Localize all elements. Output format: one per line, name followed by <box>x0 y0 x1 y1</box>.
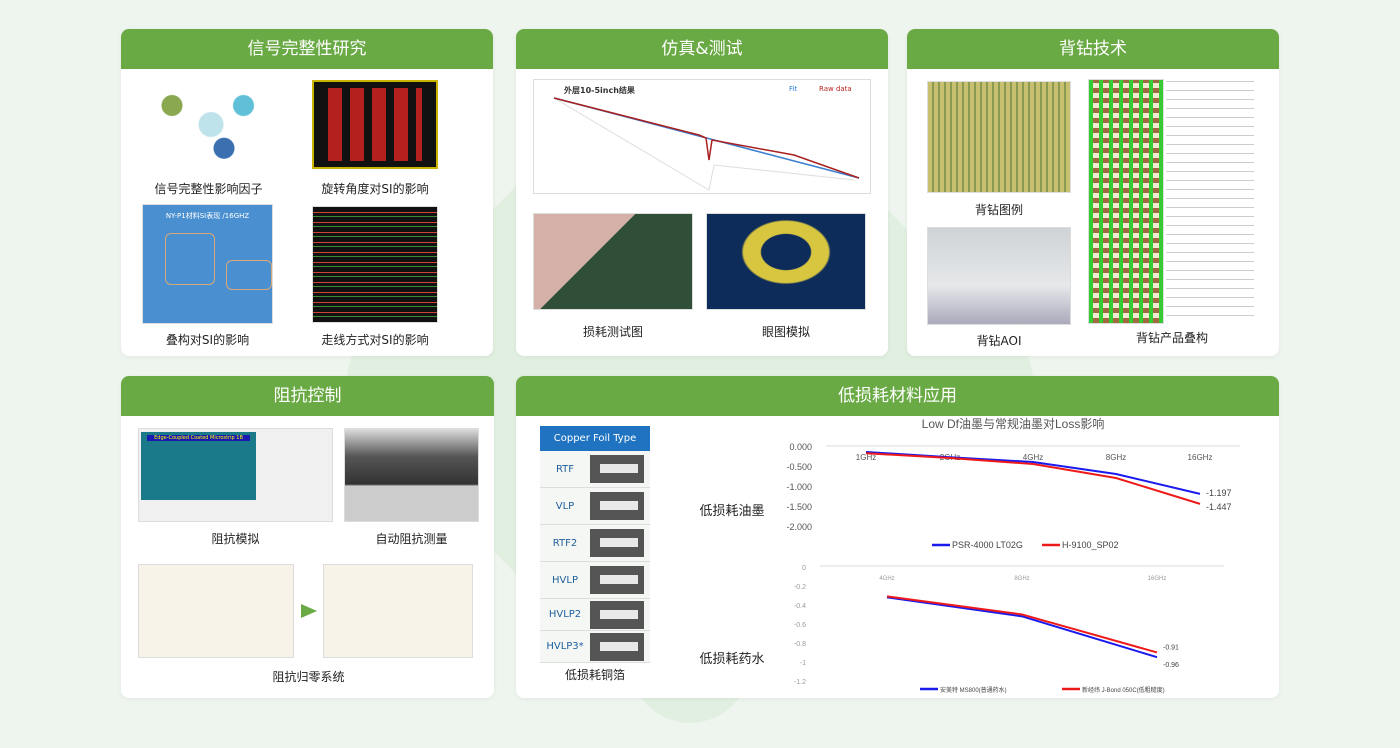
card-title: 背钻技术 <box>907 29 1279 69</box>
legend-label: 新经纬 J-Bond 050C(低粗糙度) <box>1082 686 1165 694</box>
legend-label: H-9100_SP02 <box>1062 540 1119 550</box>
foil-image <box>590 492 644 520</box>
caption: 阻抗模拟 <box>211 532 260 546</box>
foil-image <box>590 455 644 483</box>
x-tick: 8GHz <box>1014 576 1029 582</box>
y-tick: -0.2 <box>794 584 806 591</box>
y-tick: -1.500 <box>786 502 812 512</box>
chart-title: NY-P1材料SI表现 /16GHZ <box>165 212 250 220</box>
x-tick: 4GHz <box>879 576 894 582</box>
sim-title: Edge-Coupled Coated Microstrip 1B <box>147 435 250 441</box>
legend-label: PSR-4000 LT02G <box>952 540 1023 550</box>
end-label: -0.96 <box>1163 662 1179 669</box>
y-tick: -1.2 <box>794 679 806 686</box>
y-tick: -0.8 <box>794 641 806 648</box>
y-tick: 0 <box>802 565 806 572</box>
caption-ink: 低损耗油墨 <box>699 504 765 519</box>
x-tick: 8GHz <box>1106 453 1126 462</box>
card-title: 仿真&测试 <box>516 29 888 69</box>
end-label: -1.197 <box>1206 488 1232 498</box>
loss-test-image <box>533 213 693 310</box>
card-backdrill: 背钻技术 背钻图例 背钻AOI 背钻产品叠构 <box>907 29 1279 356</box>
chart-title: Low Df油墨与常规油墨对Loss影响 <box>922 416 1105 431</box>
legend-raw: Raw data <box>819 85 852 93</box>
si-factors-diagram <box>146 77 276 172</box>
card-impedance: 阻抗控制 Edge-Coupled Coated Microstrip 1B 阻… <box>121 376 494 698</box>
legend-label: 安美特 MS800(普通药水) <box>940 686 1007 694</box>
caption: 走线方式对SI的影响 <box>321 333 429 347</box>
chart-title: 外层10-5inch结果 <box>564 86 635 95</box>
foil-image <box>590 600 644 629</box>
backdrill-aoi-image <box>927 227 1071 325</box>
foil-row: HVLP3* <box>540 631 650 663</box>
foil-type: HVLP <box>552 574 578 586</box>
eye-diagram-image <box>706 213 866 310</box>
card-low-loss: 低损耗材料应用 Copper Foil Type RTF VLP RTF2 HVLP H… <box>516 376 1279 698</box>
y-tick: -0.500 <box>786 462 812 472</box>
table-header: Copper Foil Type <box>540 426 650 451</box>
caption: 旋转角度对SI的影响 <box>321 182 429 196</box>
foil-row: HVLP2 <box>540 599 650 631</box>
stackup-si-chart: NY-P1材料SI表现 /16GHZ <box>142 204 273 324</box>
foil-image <box>590 632 644 661</box>
impedance-before-chart <box>138 564 294 658</box>
caption: 损耗测试图 <box>582 325 643 339</box>
foil-type: HVLP3* <box>546 641 584 652</box>
arrow-right-icon <box>301 604 317 618</box>
end-label: -1.447 <box>1206 502 1232 512</box>
loss-curve-chart: 外层10-5inch结果 Fit Raw data <box>533 79 871 194</box>
foil-image <box>590 529 644 557</box>
card-signal-integrity: 信号完整性研究 信号完整性影响因子 旋转角度对SI的影响 NY-P1材料SI表现… <box>121 29 493 356</box>
card-title: 阻抗控制 <box>121 376 494 416</box>
end-label: -0.91 <box>1163 644 1179 651</box>
trace-routing-image <box>312 206 438 323</box>
y-tick: -2.000 <box>786 522 812 532</box>
stackup-labels <box>1166 79 1254 324</box>
caption: 自动阻抗测量 <box>375 532 448 546</box>
caption: 背钻图例 <box>974 203 1023 217</box>
impedance-after-chart <box>323 564 473 658</box>
caption: 信号完整性影响因子 <box>154 182 263 196</box>
foil-type: RTF2 <box>552 537 578 549</box>
series-line <box>886 596 1158 659</box>
foil-type: VLP <box>555 500 575 512</box>
caption: 背钻AOI <box>976 334 1022 348</box>
caption: 背钻产品叠构 <box>1135 331 1208 345</box>
rotation-angle-image <box>312 80 438 169</box>
caption-chemical: 低损耗药水 <box>699 652 765 667</box>
x-tick: 16GHz <box>1188 453 1213 462</box>
foil-type: RTF <box>555 463 575 475</box>
backdrill-example-image <box>927 81 1071 193</box>
impedance-sim-image: Edge-Coupled Coated Microstrip 1B <box>138 428 333 522</box>
foil-row: VLP <box>540 488 650 525</box>
y-tick: -1 <box>800 660 806 667</box>
caption: 阻抗归零系统 <box>272 670 345 684</box>
x-tick: 4GHz <box>1023 453 1043 462</box>
caption-copper-foil: 低损耗铜箔 <box>564 668 625 682</box>
copper-foil-table: Copper Foil Type RTF VLP RTF2 HVLP HVLP2 HVLP… <box>540 426 650 663</box>
card-title: 低损耗材料应用 <box>516 376 1279 416</box>
series-line <box>865 452 1201 505</box>
foil-type: HVLP2 <box>548 609 582 620</box>
y-tick: -0.4 <box>794 603 806 610</box>
card-simulation-test: 仿真&测试 外层10-5inch结果 Fit Raw data 损耗测试图 眼图… <box>516 29 888 356</box>
backdrill-stackup-image <box>1088 79 1164 324</box>
series-line <box>886 595 1158 654</box>
auto-impedance-machine-image <box>344 428 479 522</box>
foil-row: RTF <box>540 451 650 488</box>
y-tick: -1.000 <box>786 482 812 492</box>
caption: 眼图模拟 <box>761 325 810 339</box>
card-title: 信号完整性研究 <box>121 29 493 69</box>
caption: 叠构对SI的影响 <box>165 333 250 347</box>
legend-fit: Fit <box>789 85 798 93</box>
y-tick: 0.000 <box>789 442 812 452</box>
foil-row: HVLP <box>540 562 650 599</box>
x-tick: 1GHz <box>856 453 876 462</box>
foil-image <box>590 566 644 594</box>
y-tick: -0.6 <box>794 622 806 629</box>
loss-charts: Low Df油墨与常规油墨对Loss影响 0.000 -0.500 -1.000 -1.… <box>786 416 1240 694</box>
x-tick: 16GHz <box>1148 576 1167 582</box>
foil-row: RTF2 <box>540 525 650 562</box>
